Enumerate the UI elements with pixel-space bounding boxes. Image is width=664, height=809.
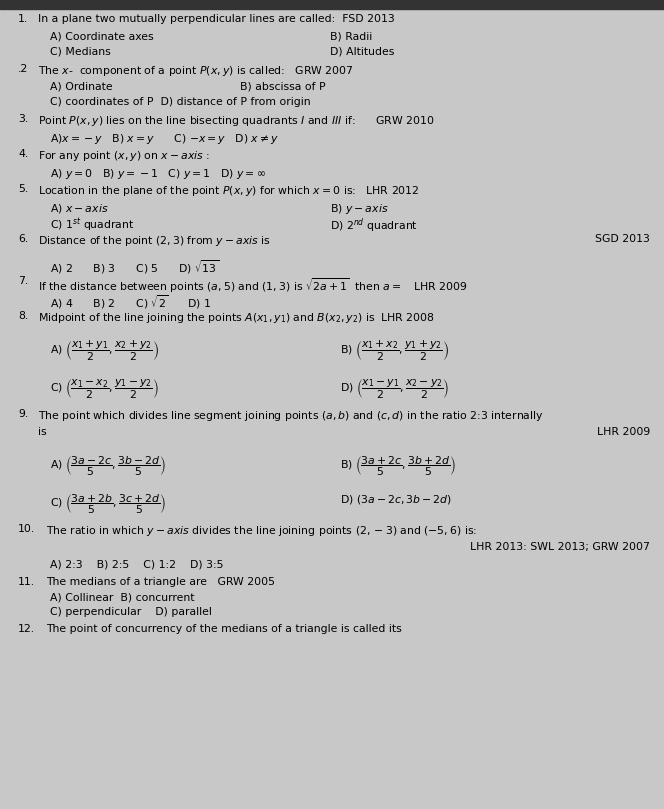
Text: If the distance between points $(a, 5)$ and $(1, 3)$ is $\sqrt{2a+1}$  then $a=$: If the distance between points $(a, 5)$ … [38, 276, 467, 294]
Text: 10.: 10. [18, 524, 35, 535]
Text: B) Radii: B) Radii [330, 32, 373, 41]
Text: Point $P(x, y)$ lies on the line bisecting quadrants $I$ and $III$ if:      GRW : Point $P(x, y)$ lies on the line bisecti… [38, 114, 435, 128]
Text: C) $\left(\dfrac{x_1-x_2}{2}, \dfrac{y_1-y_2}{2}\right)$: C) $\left(\dfrac{x_1-x_2}{2}, \dfrac{y_1… [50, 378, 159, 401]
Text: A) $x-axis$: A) $x-axis$ [50, 201, 108, 214]
Text: 6.: 6. [18, 234, 29, 244]
Text: For any point $(x, y)$ on $x - axis$ :: For any point $(x, y)$ on $x - axis$ : [38, 149, 210, 163]
Text: The ratio in which $y - axis$ divides the line joining points $(2, -3)$ and $(-5: The ratio in which $y - axis$ divides th… [46, 524, 477, 539]
Text: D) Altitudes: D) Altitudes [330, 46, 394, 57]
Text: A) Collinear  B) concurrent: A) Collinear B) concurrent [50, 592, 195, 602]
Text: The point of concurrency of the medians of a triangle is called its: The point of concurrency of the medians … [46, 625, 402, 634]
Text: 12.: 12. [18, 625, 35, 634]
Text: D) $(3a-2c, 3b-2d)$: D) $(3a-2c, 3b-2d)$ [340, 493, 452, 506]
Text: A) $y=0$   B) $y=-1$   C) $y=1$   D) $y=\infty$: A) $y=0$ B) $y=-1$ C) $y=1$ D) $y=\infty… [50, 167, 266, 180]
Text: 5.: 5. [18, 184, 29, 194]
Text: B) $y-axis$: B) $y-axis$ [330, 201, 388, 215]
Text: Distance of the point $(2, 3)$ from $y - axis$ is: Distance of the point $(2, 3)$ from $y -… [38, 234, 271, 248]
Text: 11.: 11. [18, 577, 35, 587]
Text: C) perpendicular    D) parallel: C) perpendicular D) parallel [50, 607, 212, 617]
Text: C) $1^{st}$ quadrant: C) $1^{st}$ quadrant [50, 217, 135, 234]
Text: D) $2^{nd}$ quadrant: D) $2^{nd}$ quadrant [330, 217, 418, 235]
Text: A) 2:3    B) 2:5    C) 1:2    D) 3:5: A) 2:3 B) 2:5 C) 1:2 D) 3:5 [50, 560, 224, 570]
Text: 8.: 8. [18, 311, 29, 321]
Text: 9.: 9. [18, 409, 29, 419]
Text: B) $\left(\dfrac{3a+2c}{5}, \dfrac{3b+2d}{5}\right)$: B) $\left(\dfrac{3a+2c}{5}, \dfrac{3b+2d… [340, 455, 456, 478]
Text: Location in the plane of the point $P(x, y)$ for which $x=0$ is:   LHR 2012: Location in the plane of the point $P(x,… [38, 184, 420, 198]
Text: 4.: 4. [18, 149, 29, 159]
Bar [0, 0, 664, 9]
Text: B) $\left(\dfrac{x_1+x_2}{2}, \dfrac{y_1+y_2}{2}\right)$: B) $\left(\dfrac{x_1+x_2}{2}, \dfrac{y_1… [340, 339, 449, 363]
Text: .2: .2 [18, 64, 29, 74]
Text: 3.: 3. [18, 114, 29, 124]
Text: 1.: 1. [18, 14, 29, 24]
Text: A)$x=-y$   B) $x=y$      C) $-x=y$   D) $x\neq y$: A)$x=-y$ B) $x=y$ C) $-x=y$ D) $x\neq y$ [50, 132, 279, 146]
Text: A) Coordinate axes: A) Coordinate axes [50, 32, 153, 41]
Text: A) 4      B) 2      C) $\sqrt{2}$      D) 1: A) 4 B) 2 C) $\sqrt{2}$ D) 1 [50, 294, 211, 311]
Text: LHR 2009: LHR 2009 [597, 426, 650, 437]
Text: The point which divides line segment joining points $(a,b)$ and $(c,d)$ in the r: The point which divides line segment joi… [38, 409, 544, 423]
Text: C) coordinates of P  D) distance of P from origin: C) coordinates of P D) distance of P fro… [50, 96, 311, 107]
Text: A) Ordinate: A) Ordinate [50, 82, 113, 91]
Text: C) Medians: C) Medians [50, 46, 111, 57]
Text: In a plane two mutually perpendicular lines are called:  FSD 2013: In a plane two mutually perpendicular li… [38, 14, 395, 24]
Text: Midpoint of the line joining the points $A(x_1, y_1)$ and $B(x_2, y_2)$ is  LHR : Midpoint of the line joining the points … [38, 311, 435, 325]
Text: A) $\left(\dfrac{3a-2c}{5}, \dfrac{3b-2d}{5}\right)$: A) $\left(\dfrac{3a-2c}{5}, \dfrac{3b-2d… [50, 455, 167, 478]
Text: LHR 2013: SWL 2013; GRW 2007: LHR 2013: SWL 2013; GRW 2007 [470, 542, 650, 552]
Text: 7.: 7. [18, 276, 29, 286]
Text: The $x$-  component of a point $P(x, y)$ is called:   GRW 2007: The $x$- component of a point $P(x, y)$ … [38, 64, 354, 78]
Text: C) $\left(\dfrac{3a+2b}{5}, \dfrac{3c+2d}{5}\right)$: C) $\left(\dfrac{3a+2b}{5}, \dfrac{3c+2d… [50, 493, 167, 516]
Text: A) $\left(\dfrac{x_1+y_1}{2}, \dfrac{x_2+y_2}{2}\right)$: A) $\left(\dfrac{x_1+y_1}{2}, \dfrac{x_2… [50, 339, 159, 363]
Text: A) 2      B) 3      C) 5      D) $\sqrt{13}$: A) 2 B) 3 C) 5 D) $\sqrt{13}$ [50, 259, 219, 276]
Text: is: is [38, 426, 46, 437]
Text: B) abscissa of P: B) abscissa of P [240, 82, 325, 91]
Text: SGD 2013: SGD 2013 [595, 234, 650, 244]
Text: D) $\left(\dfrac{x_1-y_1}{2}, \dfrac{x_2-y_2}{2}\right)$: D) $\left(\dfrac{x_1-y_1}{2}, \dfrac{x_2… [340, 378, 450, 401]
Text: The medians of a triangle are   GRW 2005: The medians of a triangle are GRW 2005 [46, 577, 275, 587]
